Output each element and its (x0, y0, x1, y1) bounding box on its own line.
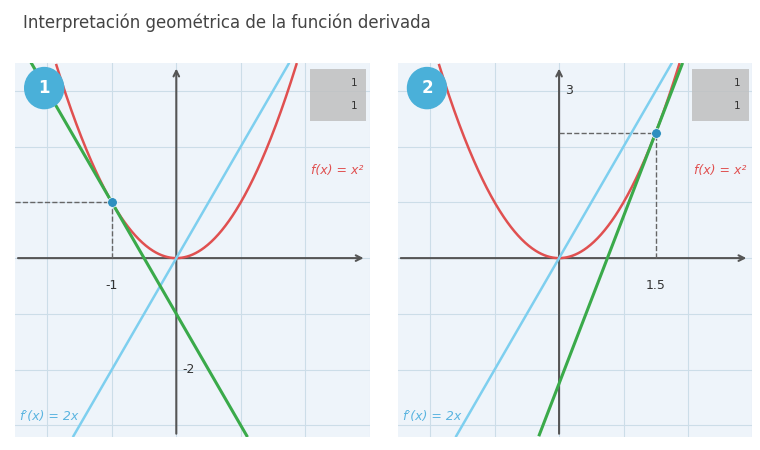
Bar (692, 68, 749, 121)
Text: 1: 1 (351, 101, 358, 111)
Circle shape (25, 68, 64, 108)
Circle shape (407, 68, 446, 108)
Text: -1: -1 (106, 279, 118, 292)
Text: 3: 3 (565, 84, 573, 97)
Text: f(x) = x²: f(x) = x² (311, 164, 363, 177)
Text: 2: 2 (421, 79, 432, 97)
Text: 1.5: 1.5 (646, 279, 666, 292)
Text: f′(x) = 2x: f′(x) = 2x (21, 410, 78, 423)
Text: 1: 1 (734, 101, 741, 111)
Text: Interpretación geométrica de la función derivada: Interpretación geométrica de la función … (23, 14, 431, 32)
Bar (309, 68, 366, 121)
Text: 1: 1 (39, 79, 50, 97)
Text: f′(x) = 2x: f′(x) = 2x (403, 410, 461, 423)
Text: 1: 1 (734, 78, 741, 88)
Text: -2: -2 (182, 363, 195, 376)
Text: 1: 1 (351, 78, 358, 88)
Text: f(x) = x²: f(x) = x² (694, 164, 746, 177)
